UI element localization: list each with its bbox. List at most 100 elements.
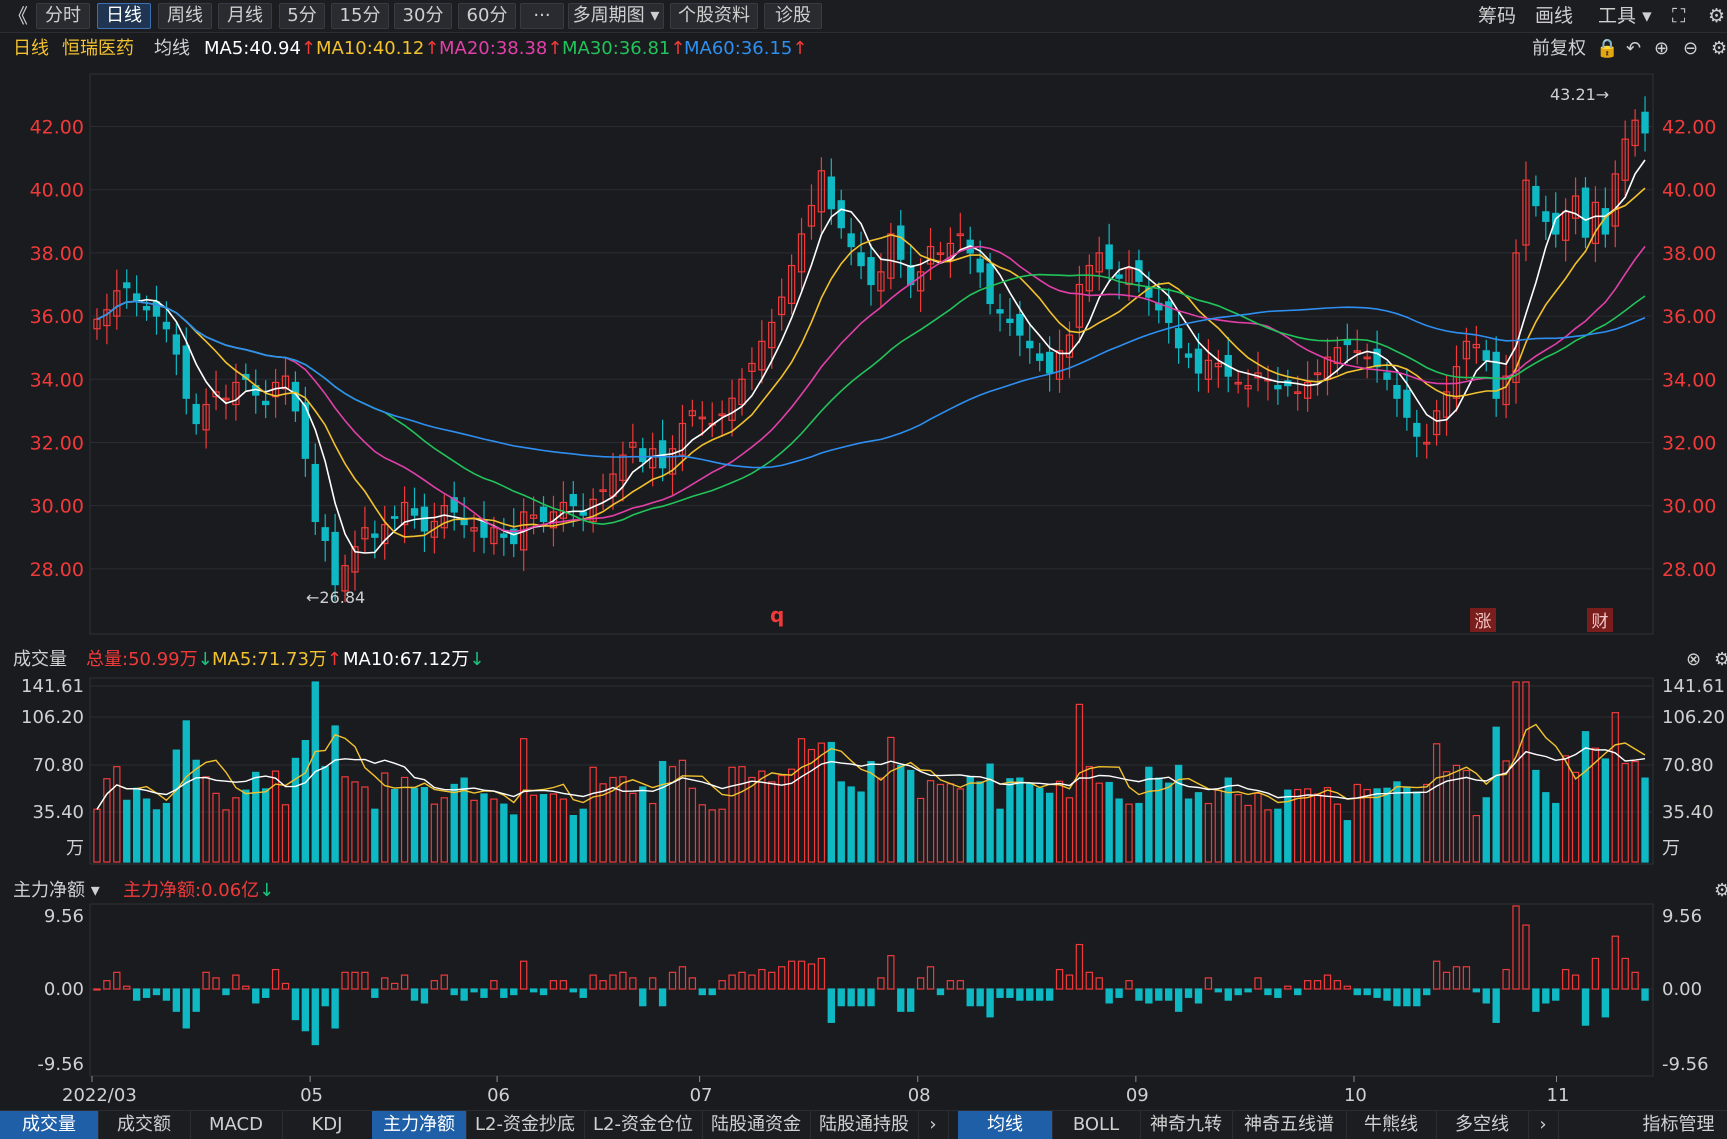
flow-bar — [1373, 988, 1381, 998]
flow-bar — [1631, 971, 1639, 990]
multi-period-dropdown[interactable]: 多周期图 ▾ — [568, 3, 664, 29]
tab-l2-bottom[interactable]: L2-资金抄底 — [466, 1111, 585, 1139]
tab-30min[interactable]: 30分 — [394, 3, 452, 29]
volume-bar — [1026, 782, 1034, 863]
volume-bar — [321, 766, 329, 863]
flow-bar — [1115, 988, 1123, 998]
tab-5min[interactable]: 5分 — [279, 3, 325, 29]
gear-icon[interactable]: ⚙ — [1714, 880, 1727, 901]
tools-button[interactable]: 工具 ▾ — [1598, 3, 1652, 29]
badge-cai[interactable]: 财 — [1592, 612, 1609, 632]
volume-bar — [242, 789, 250, 863]
double-chevron-left-icon[interactable]: 《 — [8, 4, 28, 28]
tab-boll[interactable]: BOLL — [1052, 1111, 1141, 1139]
volume-bar — [420, 787, 429, 863]
more-button[interactable]: ··· — [520, 3, 564, 29]
expand-icon[interactable]: ⛶ — [1672, 5, 1686, 27]
volume-bar — [1482, 797, 1490, 863]
tab-ma[interactable]: 均线 — [958, 1111, 1053, 1139]
candle-body — [202, 403, 210, 431]
candle-body — [1512, 252, 1520, 384]
flow-bar — [480, 988, 488, 998]
tab-long-short[interactable]: 多空线 — [1436, 1111, 1529, 1139]
candle-body — [1532, 185, 1540, 207]
tab-l2-position[interactable]: L2-资金仓位 — [584, 1111, 703, 1139]
volume-bar — [787, 768, 796, 863]
flow-bar — [123, 985, 131, 990]
volume-bar — [182, 720, 190, 863]
volume-bar — [728, 766, 736, 863]
adjust-mode[interactable]: 前复权 — [1532, 38, 1586, 59]
flow-bar — [1561, 968, 1570, 990]
avg-line-label[interactable]: 均线 — [154, 38, 190, 59]
tab-indicator-manage[interactable]: 指标管理 — [1630, 1111, 1727, 1139]
tab-15min[interactable]: 15分 — [331, 3, 389, 29]
tab-daily[interactable]: 日线 — [97, 3, 151, 29]
volume-tick-right: 106.20 — [1662, 707, 1725, 728]
close-icon[interactable]: ⊗ — [1686, 649, 1702, 670]
flow-title[interactable]: 主力净额 ▾ — [13, 877, 100, 905]
tab-bull-bear[interactable]: 牛熊线 — [1346, 1111, 1437, 1139]
flow-bar — [778, 966, 786, 990]
tab-monthly[interactable]: 月线 — [218, 3, 272, 29]
candle-body — [1065, 334, 1074, 358]
chevron-right-icon[interactable]: › — [1528, 1111, 1559, 1139]
volume-bar — [827, 741, 835, 863]
diagnose-button[interactable]: 诊股 — [764, 3, 822, 29]
candle-body — [470, 527, 478, 532]
tab-five-lines[interactable]: 神奇五线谱 — [1232, 1111, 1347, 1139]
zoom-out-icon[interactable]: ⊖ — [1683, 38, 1699, 59]
candle-body — [1472, 343, 1481, 349]
volume-bar — [1552, 802, 1560, 863]
volume-bar — [232, 797, 240, 863]
candle-body — [1313, 372, 1322, 376]
volume-bar — [768, 781, 776, 863]
volume-bar — [797, 738, 806, 863]
tab-intraday[interactable]: 分时 — [36, 3, 90, 29]
candle-body — [629, 441, 637, 448]
flow-bar — [261, 988, 270, 998]
tab-weekly[interactable]: 周线 — [158, 3, 212, 29]
stock-chart[interactable]: 42.00 42.00 40.00 40.00 38.00 38.00 36.00 36.00… — [0, 0, 1727, 1110]
flow-bar — [1214, 988, 1223, 993]
draw-button[interactable]: 画线 — [1535, 5, 1574, 27]
zoom-in-icon[interactable]: ⊕ — [1654, 38, 1670, 59]
candle-body — [113, 290, 121, 317]
candle-body — [688, 410, 697, 417]
tab-60min[interactable]: 60分 — [458, 3, 516, 29]
tab-macd[interactable]: MACD — [190, 1111, 283, 1139]
gear-icon[interactable]: ⚙ — [1708, 5, 1726, 27]
flow-tick-right: 9.56 — [1662, 906, 1702, 927]
volume-bar — [529, 794, 538, 863]
gear-icon[interactable]: ⚙ — [1711, 38, 1727, 59]
gear-icon[interactable]: ⚙ — [1714, 649, 1727, 670]
tab-nine-turn[interactable]: 神奇九转 — [1140, 1111, 1233, 1139]
volume-bar — [1174, 764, 1183, 863]
volume-bar — [301, 740, 310, 863]
lock-icon[interactable]: 🔒 — [1596, 38, 1619, 59]
tab-turnover[interactable]: 成交额 — [98, 1111, 191, 1139]
flow-value: 主力净额:0.06亿↓ — [123, 877, 274, 905]
candle-body — [162, 321, 171, 330]
volume-bar — [539, 794, 548, 863]
price-tick-left: 30.00 — [30, 496, 84, 518]
stock-profile-button[interactable]: 个股资料 — [670, 3, 758, 29]
badge-zhang[interactable]: 涨 — [1475, 612, 1492, 632]
candle-body — [1373, 348, 1381, 368]
tab-volume[interactable]: 成交量 — [0, 1111, 99, 1139]
flow-bar — [192, 988, 200, 1012]
tab-hk-connect-fund[interactable]: 陆股通资金 — [702, 1111, 811, 1139]
volume-bar — [1333, 803, 1342, 863]
candle-body — [1294, 391, 1302, 395]
volume-bar — [1294, 788, 1302, 863]
tab-kdj[interactable]: KDJ — [282, 1111, 373, 1139]
stock-name[interactable]: 恒瑞医药 — [62, 38, 134, 59]
flow-bar — [311, 988, 319, 1046]
tab-main-flow[interactable]: 主力净额 — [372, 1111, 467, 1139]
candle-body — [381, 523, 389, 545]
chip-button[interactable]: 筹码 — [1478, 5, 1517, 27]
tab-hk-connect-hold[interactable]: 陆股通持股 — [810, 1111, 919, 1139]
chevron-right-icon[interactable]: › — [918, 1111, 949, 1139]
undo-icon[interactable]: ↶ — [1626, 38, 1642, 59]
event-marker-q[interactable]: q — [770, 603, 784, 627]
